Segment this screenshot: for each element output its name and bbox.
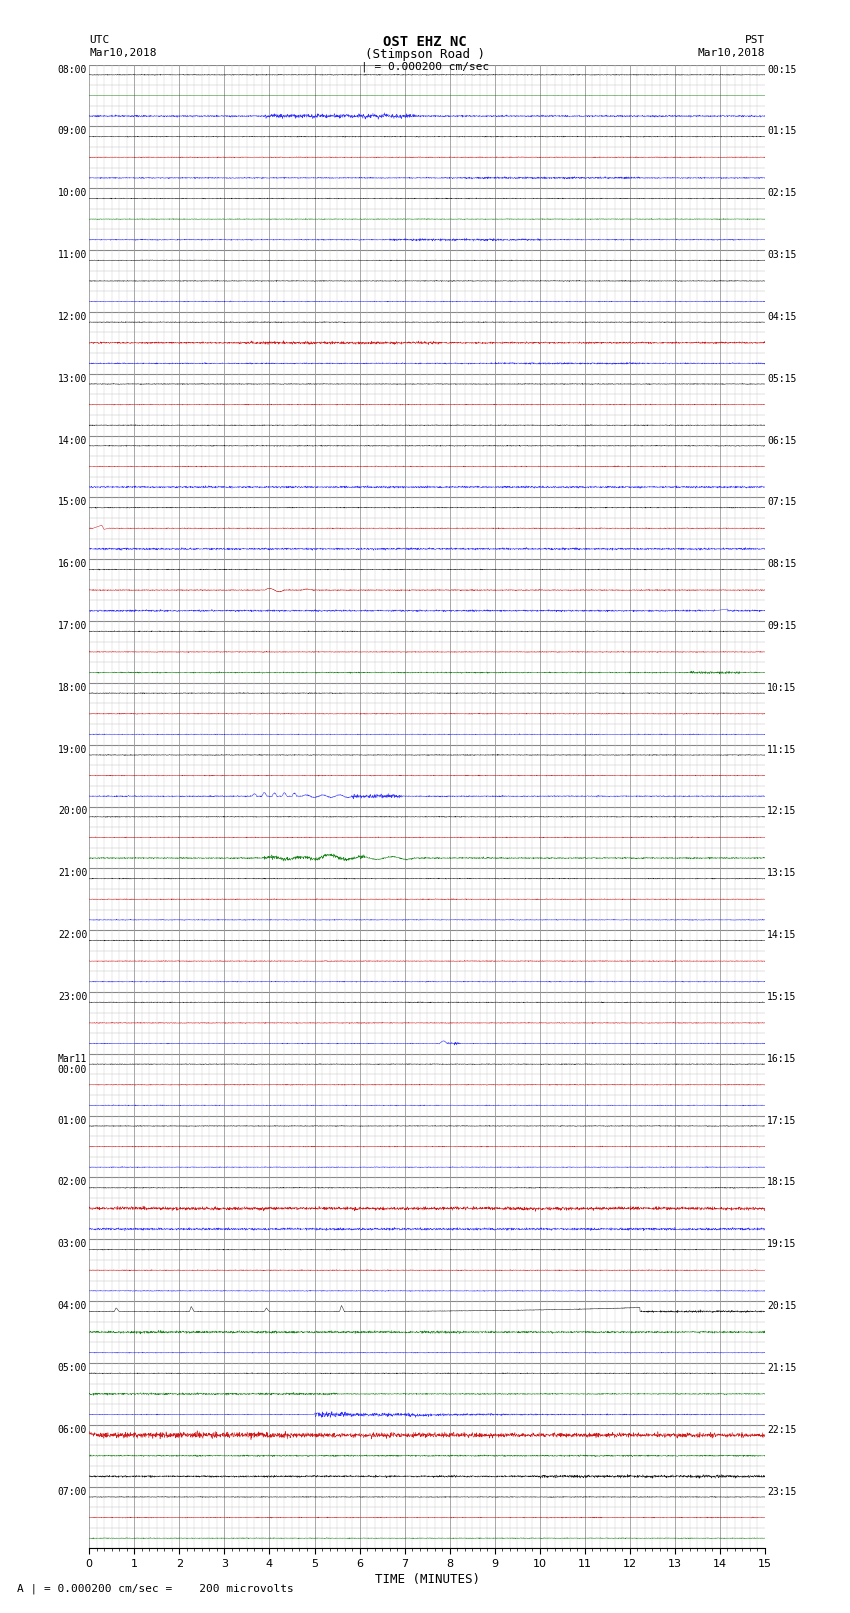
Text: Mar10,2018: Mar10,2018: [89, 48, 156, 58]
Text: 12:00: 12:00: [58, 311, 88, 323]
Text: 03:00: 03:00: [58, 1239, 88, 1250]
Text: 17:15: 17:15: [767, 1116, 796, 1126]
Text: 05:15: 05:15: [767, 374, 796, 384]
Text: OST EHZ NC: OST EHZ NC: [383, 35, 467, 50]
Text: 02:15: 02:15: [767, 189, 796, 198]
Text: PST: PST: [745, 35, 765, 45]
Text: 18:00: 18:00: [58, 682, 88, 694]
Text: 15:00: 15:00: [58, 497, 88, 508]
Text: 18:15: 18:15: [767, 1177, 796, 1187]
Text: 15:15: 15:15: [767, 992, 796, 1002]
Text: 21:15: 21:15: [767, 1363, 796, 1373]
Text: 20:00: 20:00: [58, 806, 88, 816]
Text: 22:00: 22:00: [58, 931, 88, 940]
Text: (Stimpson Road ): (Stimpson Road ): [365, 48, 485, 61]
Text: 07:15: 07:15: [767, 497, 796, 508]
Text: 19:00: 19:00: [58, 745, 88, 755]
Text: 08:15: 08:15: [767, 560, 796, 569]
Text: Mar10,2018: Mar10,2018: [698, 48, 765, 58]
Text: 13:15: 13:15: [767, 868, 796, 879]
Text: Mar11
00:00: Mar11 00:00: [58, 1053, 88, 1076]
Text: 19:15: 19:15: [767, 1239, 796, 1250]
Text: 11:00: 11:00: [58, 250, 88, 260]
Text: 16:15: 16:15: [767, 1053, 796, 1065]
Text: 06:15: 06:15: [767, 436, 796, 445]
Text: 03:15: 03:15: [767, 250, 796, 260]
Text: 17:00: 17:00: [58, 621, 88, 631]
Text: 14:00: 14:00: [58, 436, 88, 445]
Text: 01:00: 01:00: [58, 1116, 88, 1126]
Text: | = 0.000200 cm/sec: | = 0.000200 cm/sec: [361, 61, 489, 73]
Text: A | = 0.000200 cm/sec =    200 microvolts: A | = 0.000200 cm/sec = 200 microvolts: [17, 1582, 294, 1594]
Text: 12:15: 12:15: [767, 806, 796, 816]
Text: 01:15: 01:15: [767, 126, 796, 137]
Text: 20:15: 20:15: [767, 1302, 796, 1311]
Text: 23:15: 23:15: [767, 1487, 796, 1497]
X-axis label: TIME (MINUTES): TIME (MINUTES): [375, 1573, 479, 1586]
Text: UTC: UTC: [89, 35, 110, 45]
Text: 06:00: 06:00: [58, 1424, 88, 1436]
Text: 13:00: 13:00: [58, 374, 88, 384]
Text: 00:15: 00:15: [767, 65, 796, 74]
Text: 09:00: 09:00: [58, 126, 88, 137]
Text: 21:00: 21:00: [58, 868, 88, 879]
Text: 04:15: 04:15: [767, 311, 796, 323]
Text: 11:15: 11:15: [767, 745, 796, 755]
Text: 05:00: 05:00: [58, 1363, 88, 1373]
Text: 09:15: 09:15: [767, 621, 796, 631]
Text: 14:15: 14:15: [767, 931, 796, 940]
Text: 10:15: 10:15: [767, 682, 796, 694]
Text: 08:00: 08:00: [58, 65, 88, 74]
Text: 16:00: 16:00: [58, 560, 88, 569]
Text: 22:15: 22:15: [767, 1424, 796, 1436]
Text: 02:00: 02:00: [58, 1177, 88, 1187]
Text: 10:00: 10:00: [58, 189, 88, 198]
Text: 04:00: 04:00: [58, 1302, 88, 1311]
Text: 07:00: 07:00: [58, 1487, 88, 1497]
Text: 23:00: 23:00: [58, 992, 88, 1002]
